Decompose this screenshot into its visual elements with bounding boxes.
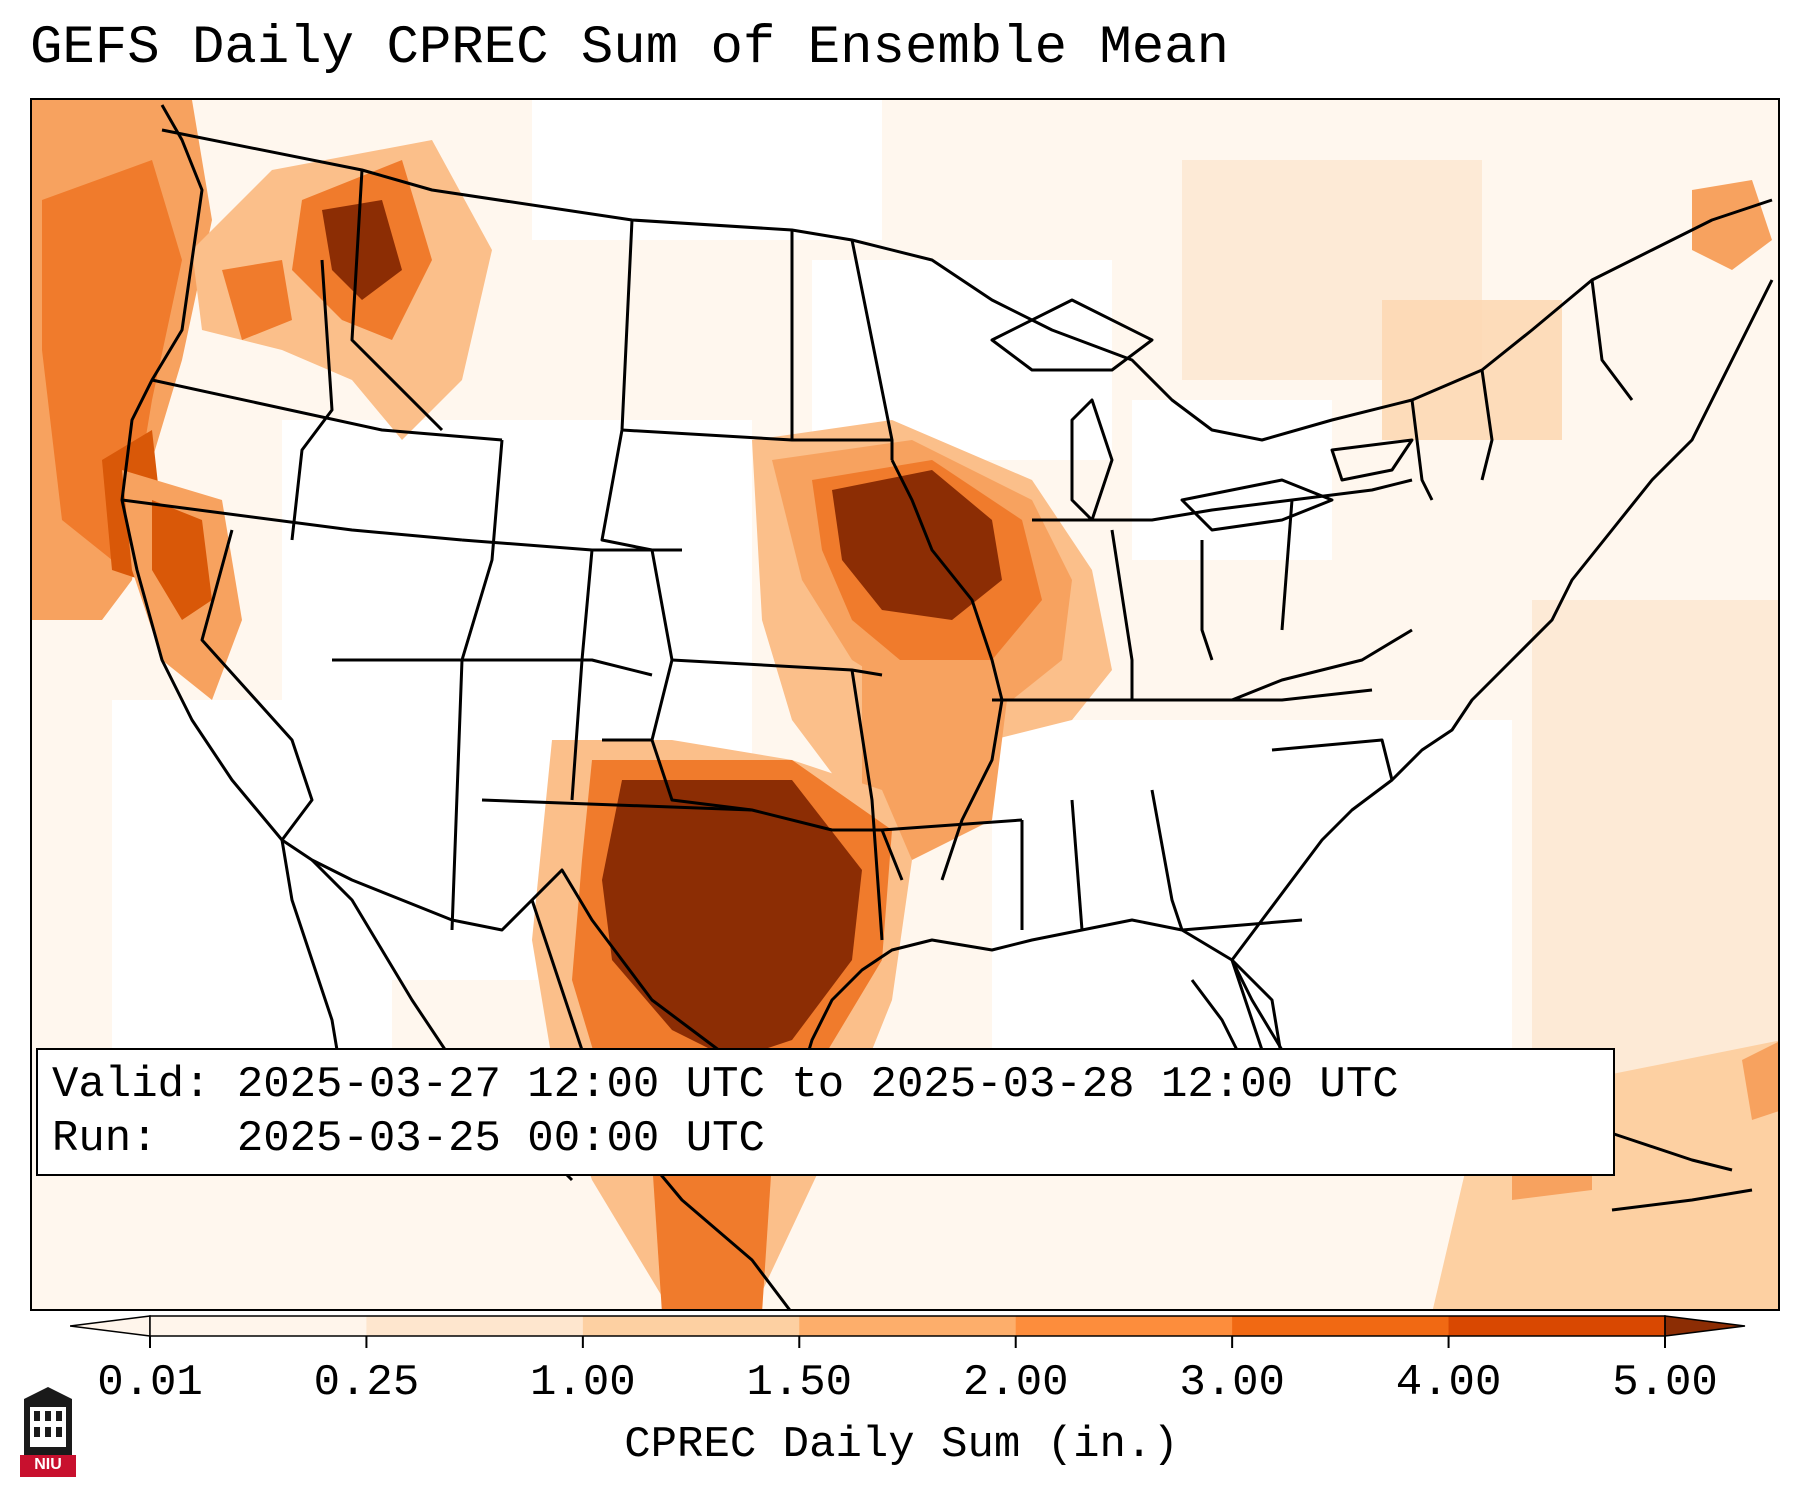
colorbar-tick-label: 1.50 — [746, 1358, 853, 1408]
colorbar-extend-min — [70, 1315, 151, 1337]
colorbar-segment — [150, 1316, 367, 1336]
colorbar-extend-max — [1664, 1315, 1746, 1337]
colorbar-tick-label: 0.01 — [97, 1358, 203, 1408]
niu-logo-text: NIU — [34, 1456, 62, 1473]
map-title: GEFS Daily CPREC Sum of Ensemble Mean — [30, 18, 1229, 79]
colorbar-segment — [1015, 1316, 1233, 1336]
colorbar-tick-label: 1.00 — [530, 1358, 636, 1408]
niu-logo-icon — [20, 1387, 76, 1477]
run-value: 2025-03-25 00:00 UTC — [236, 1114, 765, 1164]
valid-value: 2025-03-27 12:00 UTC to 2025-03-28 12:00… — [236, 1060, 1399, 1110]
valid-label: Valid: — [52, 1060, 211, 1110]
colorbar-segment — [1232, 1316, 1450, 1336]
colorbar-segment — [799, 1316, 1017, 1336]
colorbar-segment — [366, 1316, 584, 1336]
colorbar-tick-label: 5.00 — [1612, 1358, 1718, 1408]
colorbar-tick-label: 4.00 — [1395, 1358, 1502, 1408]
colorbar-tick-label: 3.00 — [1179, 1358, 1285, 1408]
colorbar-segment — [582, 1316, 800, 1336]
colorbar-tick-label: 0.25 — [313, 1358, 420, 1408]
colorbar-segment — [1448, 1316, 1666, 1336]
colorbar-title: CPREC Daily Sum (in.) — [624, 1420, 1179, 1470]
colorbar-tick-label: 2.00 — [962, 1358, 1069, 1408]
colorbar — [70, 1315, 1746, 1348]
run-label: Run: — [52, 1114, 158, 1164]
valid-run-info-box: Valid: 2025-03-27 12:00 UTC to 2025-03-2… — [36, 1048, 1615, 1176]
